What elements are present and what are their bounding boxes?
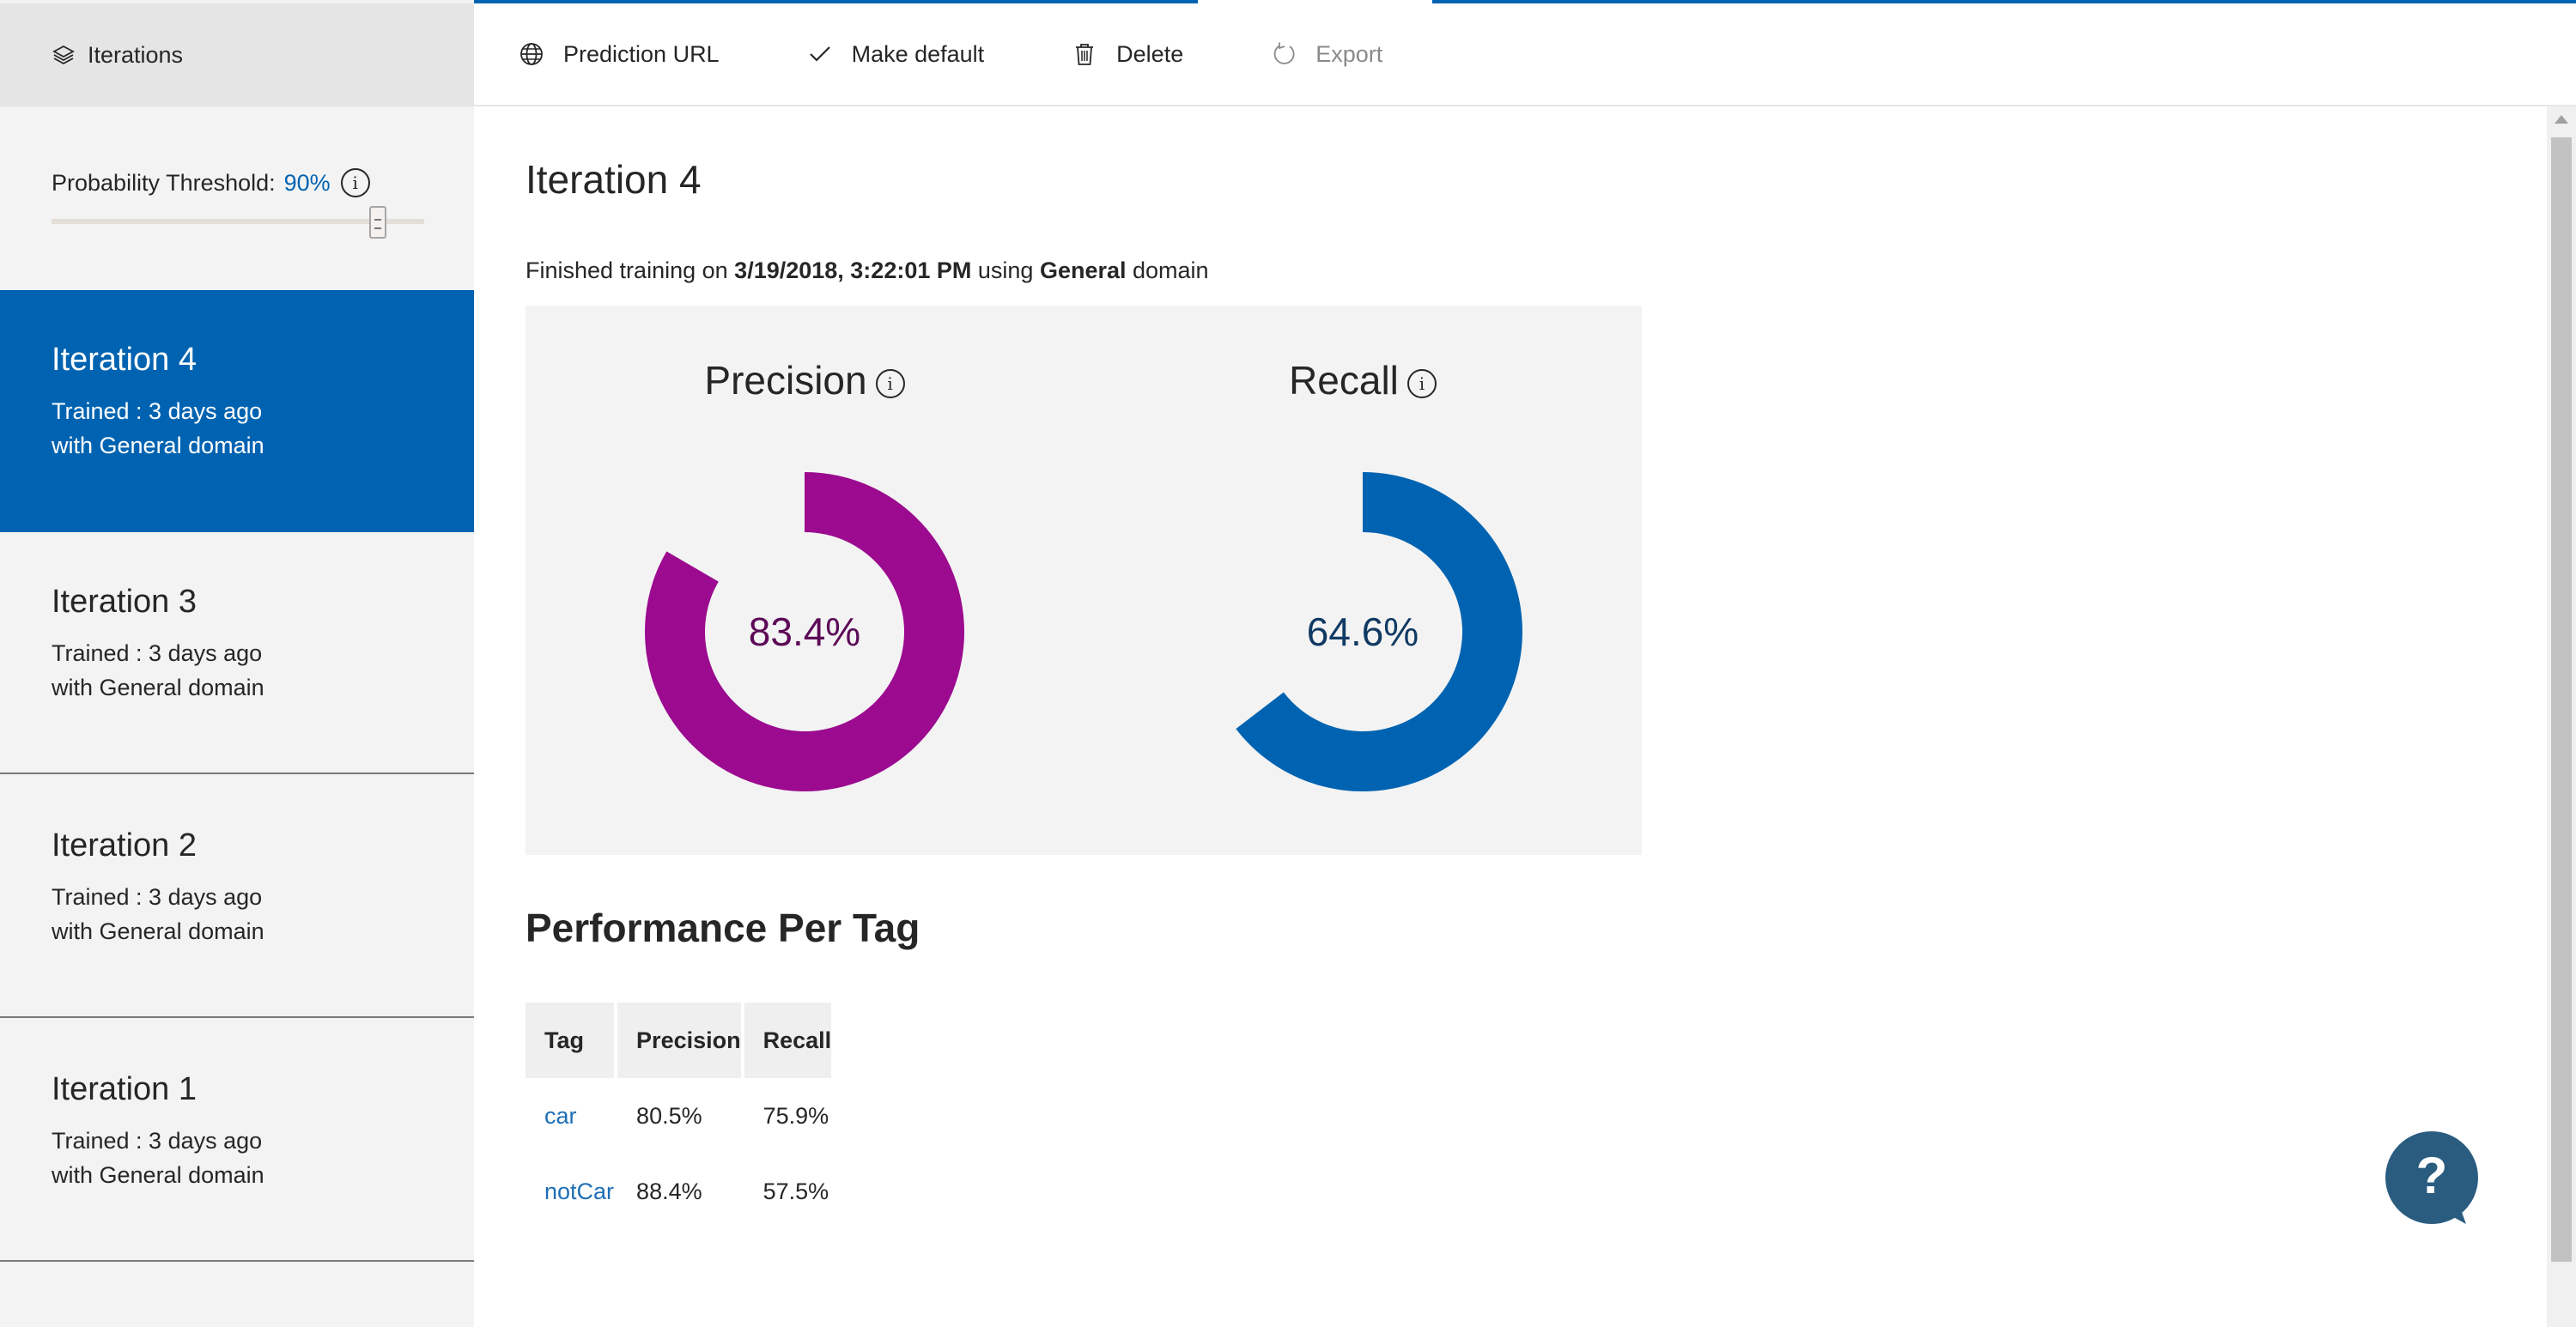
top-accent-line — [0, 0, 1198, 3]
tag-link[interactable]: notCar — [544, 1178, 615, 1204]
iteration-name: Iteration 2 — [52, 827, 197, 863]
refresh-icon — [1269, 39, 1298, 69]
precision-donut: 83.4% — [645, 472, 964, 791]
iteration-name: Iteration 4 — [52, 342, 197, 378]
column-header-recall[interactable]: Recall — [744, 1003, 832, 1078]
iteration-item-2[interactable]: Iteration 2 Trained : 3 days ago with Ge… — [0, 776, 474, 1018]
info-icon[interactable]: i — [1406, 369, 1437, 398]
precision-value: 83.4% — [749, 609, 860, 654]
performance-per-tag-title: Performance Per Tag — [526, 906, 920, 950]
iteration-trained: Trained : 3 days ago — [52, 398, 263, 424]
recall-title: Recall — [1289, 358, 1399, 403]
iterations-header[interactable]: Iterations — [0, 3, 474, 106]
help-glyph: ? — [2416, 1147, 2448, 1204]
globe-icon — [517, 39, 546, 69]
prediction-url-button[interactable]: Prediction URL — [517, 39, 720, 69]
export-label: Export — [1315, 40, 1383, 67]
help-button[interactable]: ? — [2384, 1131, 2480, 1227]
training-date: 3/19/2018, 3:22:01 PM — [734, 258, 972, 283]
help-chat-icon: ? — [2385, 1131, 2478, 1224]
precision-arc — [645, 472, 964, 791]
iteration-trained: Trained : 3 days ago — [52, 640, 263, 666]
top-accent-line-right — [1432, 0, 2576, 3]
make-default-label: Make default — [851, 40, 985, 67]
scroll-up-arrow-icon[interactable] — [2555, 115, 2568, 124]
table-row: car 80.5% 75.9% — [526, 1078, 831, 1154]
scrollbar-thumb[interactable] — [2551, 137, 2572, 1262]
table-header-row: Tag Precision Recall — [526, 1003, 832, 1078]
command-bar: Prediction URL Make default Delete — [474, 3, 2576, 106]
iteration-trained: Trained : 3 days ago — [52, 884, 263, 910]
slider-thumb[interactable] — [368, 206, 386, 239]
info-icon[interactable]: i — [875, 369, 905, 398]
training-using: using — [977, 258, 1034, 283]
iteration-name: Iteration 3 — [52, 584, 197, 620]
recall-arc — [1236, 472, 1522, 791]
layers-icon — [52, 43, 76, 67]
iteration-domain: with General domain — [52, 918, 264, 944]
make-default-button[interactable]: Make default — [805, 39, 985, 69]
precision-metric: Precision i 83.4% — [526, 357, 1084, 791]
page-title: Iteration 4 — [526, 157, 702, 202]
tag-precision: 80.5% — [636, 1102, 702, 1129]
iterations-header-title: Iterations — [88, 41, 184, 68]
prediction-url-label: Prediction URL — [563, 40, 720, 67]
recall-donut: 64.6% — [1236, 472, 1522, 791]
threshold-value: 90% — [283, 169, 331, 196]
training-info: Finished training on 3/19/2018, 3:22:01 … — [526, 258, 1209, 284]
training-domain: General — [1039, 258, 1127, 283]
export-button[interactable]: Export — [1269, 39, 1382, 69]
iteration-trained: Trained : 3 days ago — [52, 1128, 263, 1154]
recall-value: 64.6% — [1307, 609, 1419, 654]
tag-recall: 75.9% — [762, 1102, 829, 1129]
vertical-scrollbar[interactable] — [2547, 106, 2576, 1327]
probability-threshold: Probability Threshold: 90% i — [52, 168, 429, 240]
tag-recall: 57.5% — [762, 1178, 829, 1204]
iteration-name: Iteration 1 — [52, 1071, 197, 1107]
precision-title: Precision — [704, 358, 867, 403]
iteration-domain: with General domain — [52, 433, 264, 458]
recall-metric: Recall i 64.6% — [1084, 357, 1642, 791]
iteration-domain: with General domain — [52, 1162, 264, 1188]
column-header-tag[interactable]: Tag — [526, 1003, 615, 1078]
delete-label: Delete — [1116, 40, 1184, 67]
slider-track — [52, 219, 424, 224]
trash-icon — [1070, 39, 1099, 69]
tag-precision: 88.4% — [636, 1178, 702, 1204]
iterations-sidebar: Iterations Probability Threshold: 90% i … — [0, 0, 474, 1327]
iteration-item-1[interactable]: Iteration 1 Trained : 3 days ago with Ge… — [0, 1020, 474, 1262]
threshold-label: Probability Threshold: — [52, 169, 276, 196]
checkmark-icon — [805, 39, 835, 69]
delete-button[interactable]: Delete — [1070, 39, 1183, 69]
performance-table: Tag Precision Recall car 80.5% 75.9% not… — [522, 1003, 835, 1229]
info-icon[interactable]: i — [340, 168, 370, 197]
table-row: notCar 88.4% 57.5% — [526, 1154, 831, 1229]
training-prefix: Finished training on — [526, 258, 728, 283]
threshold-slider[interactable] — [52, 206, 424, 240]
metrics-panel: Precision i 83.4% Recall i 64.6% — [526, 306, 1642, 855]
iteration-item-3[interactable]: Iteration 3 Trained : 3 days ago with Ge… — [0, 532, 474, 774]
iteration-domain: with General domain — [52, 675, 264, 700]
iteration-item-4[interactable]: Iteration 4 Trained : 3 days ago with Ge… — [0, 290, 474, 532]
training-suffix: domain — [1133, 258, 1209, 283]
tag-link[interactable]: car — [544, 1102, 577, 1129]
column-header-precision[interactable]: Precision — [617, 1003, 741, 1078]
